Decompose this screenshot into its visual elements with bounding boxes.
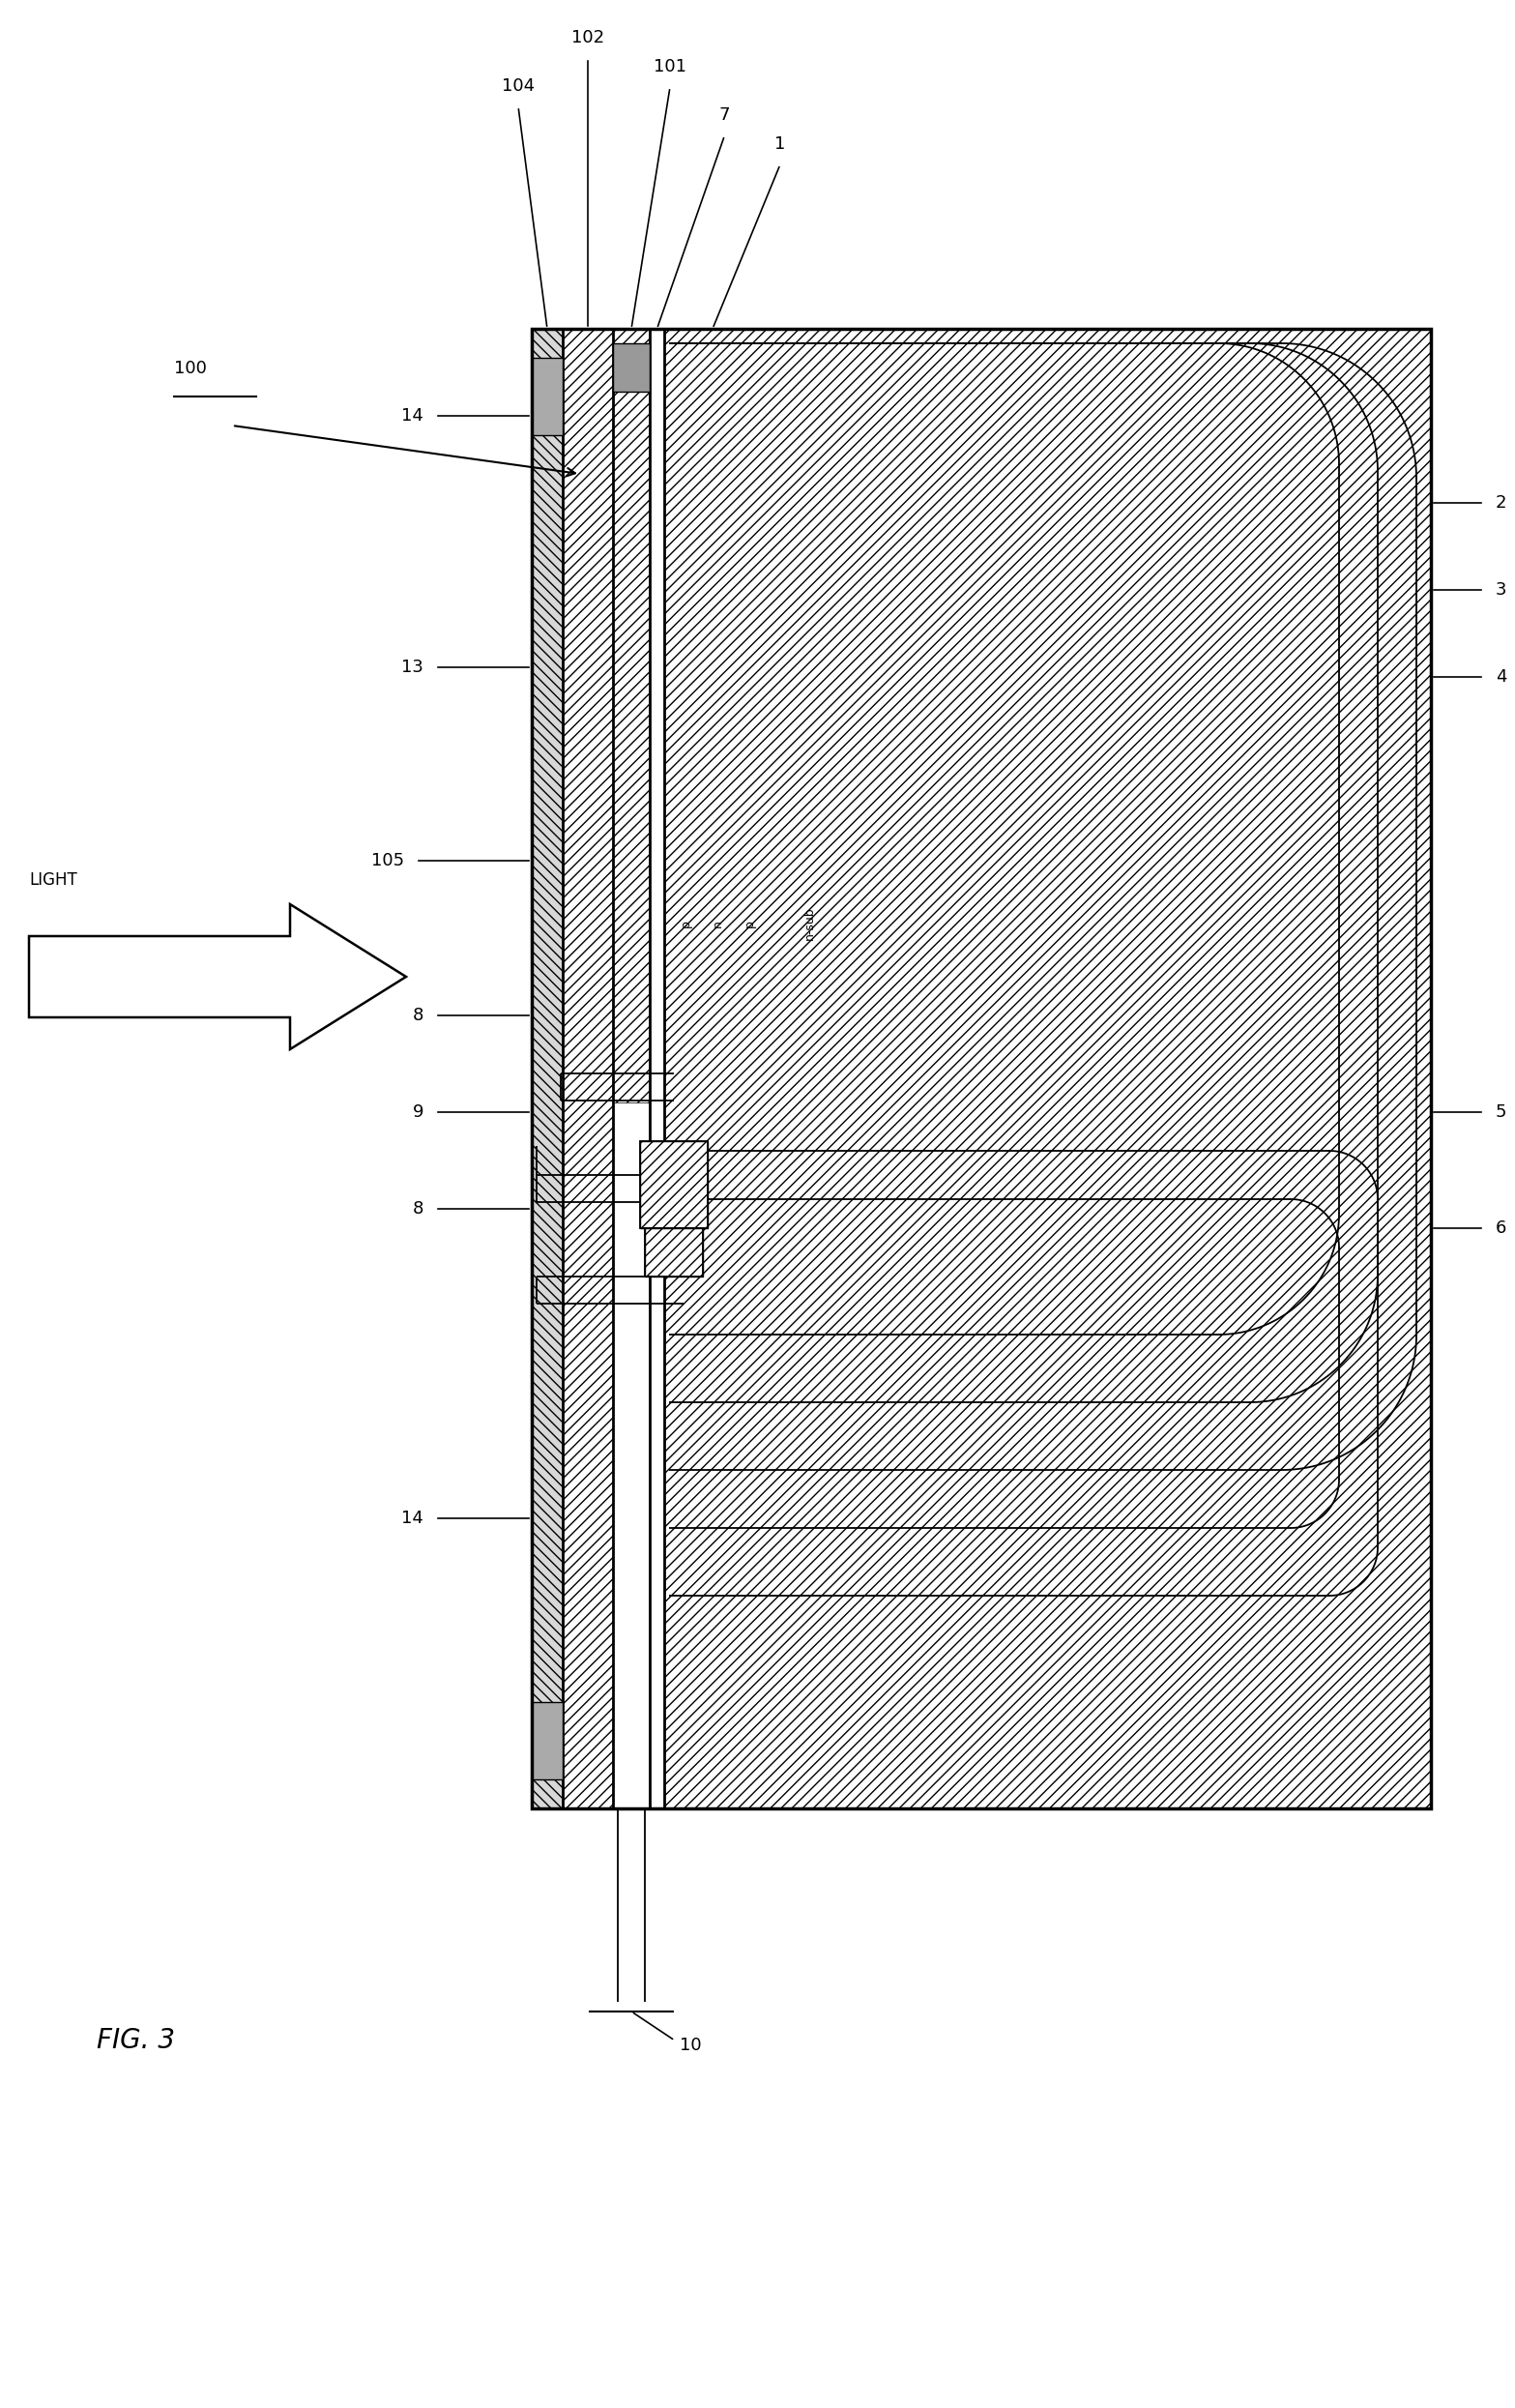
Text: 13: 13 <box>401 657 424 677</box>
Bar <box>532 359 562 436</box>
Text: p: p <box>742 920 756 927</box>
Text: FIG. 3: FIG. 3 <box>97 2028 176 2054</box>
Text: 104: 104 <box>501 77 535 94</box>
Bar <box>664 330 1430 1808</box>
Bar <box>532 1702 562 1780</box>
Bar <box>532 330 1430 1808</box>
Bar <box>614 330 650 1103</box>
Bar <box>614 344 650 393</box>
Text: 2: 2 <box>1495 494 1507 510</box>
Bar <box>562 330 614 1808</box>
Text: 8: 8 <box>412 1199 424 1218</box>
Text: 7: 7 <box>720 106 730 123</box>
Text: 9: 9 <box>412 1103 424 1120</box>
Text: 3: 3 <box>1495 580 1507 600</box>
Bar <box>645 1228 703 1276</box>
Text: 100: 100 <box>174 359 206 378</box>
Bar <box>532 330 562 1808</box>
Bar <box>639 1141 708 1228</box>
Text: 101: 101 <box>653 58 686 75</box>
Text: n-sub: n-sub <box>803 908 815 939</box>
Text: 8: 8 <box>412 1007 424 1023</box>
Text: LIGHT: LIGHT <box>29 872 77 889</box>
Bar <box>645 1228 703 1276</box>
Text: p: p <box>679 920 692 927</box>
Bar <box>639 1141 708 1228</box>
Text: 1: 1 <box>774 135 786 152</box>
Text: 102: 102 <box>571 29 604 46</box>
Text: 14: 14 <box>401 407 424 424</box>
Text: 14: 14 <box>401 1510 424 1527</box>
Bar <box>532 330 1430 1808</box>
Text: 10: 10 <box>680 2037 701 2054</box>
Text: 105: 105 <box>371 852 405 869</box>
Text: 4: 4 <box>1495 669 1507 686</box>
Text: n: n <box>711 920 724 927</box>
Polygon shape <box>29 905 406 1050</box>
Text: 5: 5 <box>1495 1103 1507 1120</box>
Text: 6: 6 <box>1495 1218 1506 1238</box>
